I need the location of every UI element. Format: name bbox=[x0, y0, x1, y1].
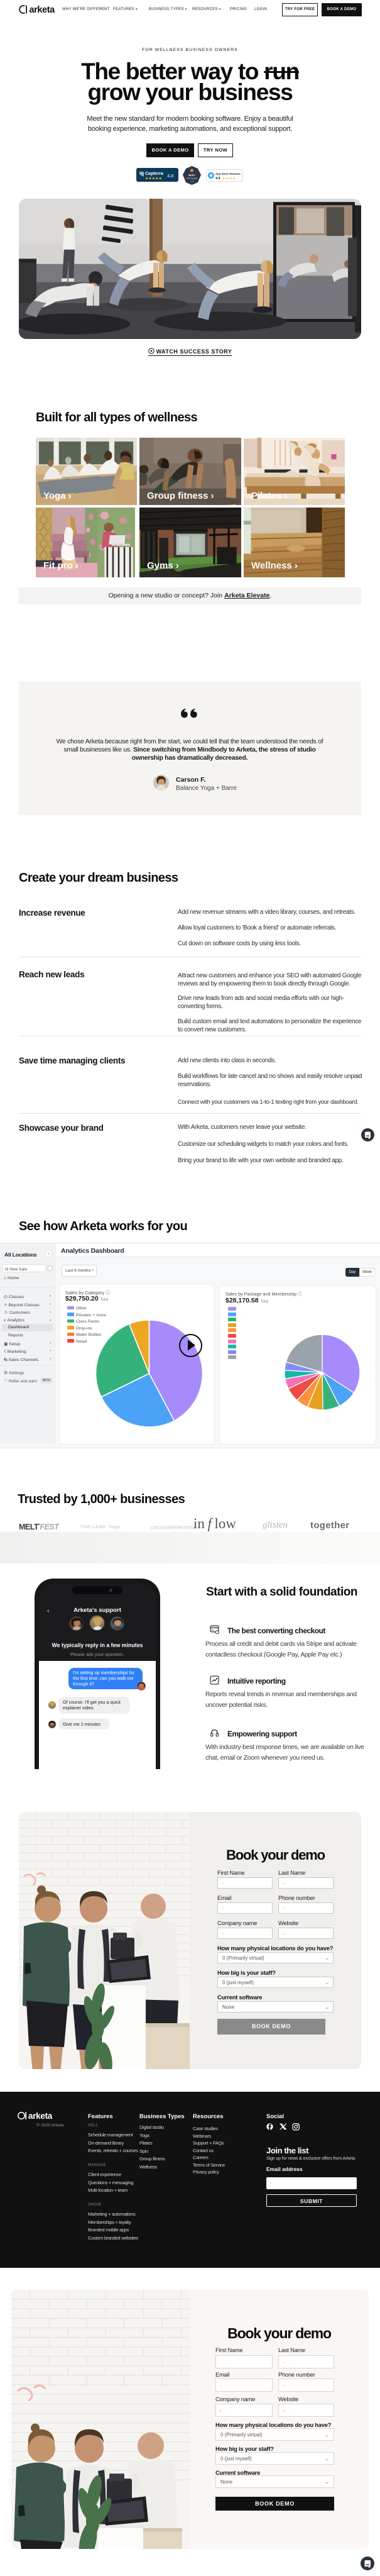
svg-text:Capterra: Capterra bbox=[145, 172, 163, 176]
svg-text:arketa: arketa bbox=[28, 2111, 53, 2121]
svg-text:SOFTWARE: SOFTWARE bbox=[187, 177, 198, 180]
svg-text:★★★★★: ★★★★★ bbox=[145, 177, 162, 181]
svg-text:BEST: BEST bbox=[188, 174, 195, 177]
svg-text:2024: 2024 bbox=[190, 180, 194, 183]
svg-text:App Store Reviews: App Store Reviews bbox=[215, 172, 241, 175]
svg-text:★★★★★: ★★★★★ bbox=[222, 177, 236, 180]
svg-text:arketa: arketa bbox=[30, 5, 56, 15]
svg-text:4.8: 4.8 bbox=[167, 173, 173, 179]
svg-text:4.9: 4.9 bbox=[215, 177, 220, 180]
